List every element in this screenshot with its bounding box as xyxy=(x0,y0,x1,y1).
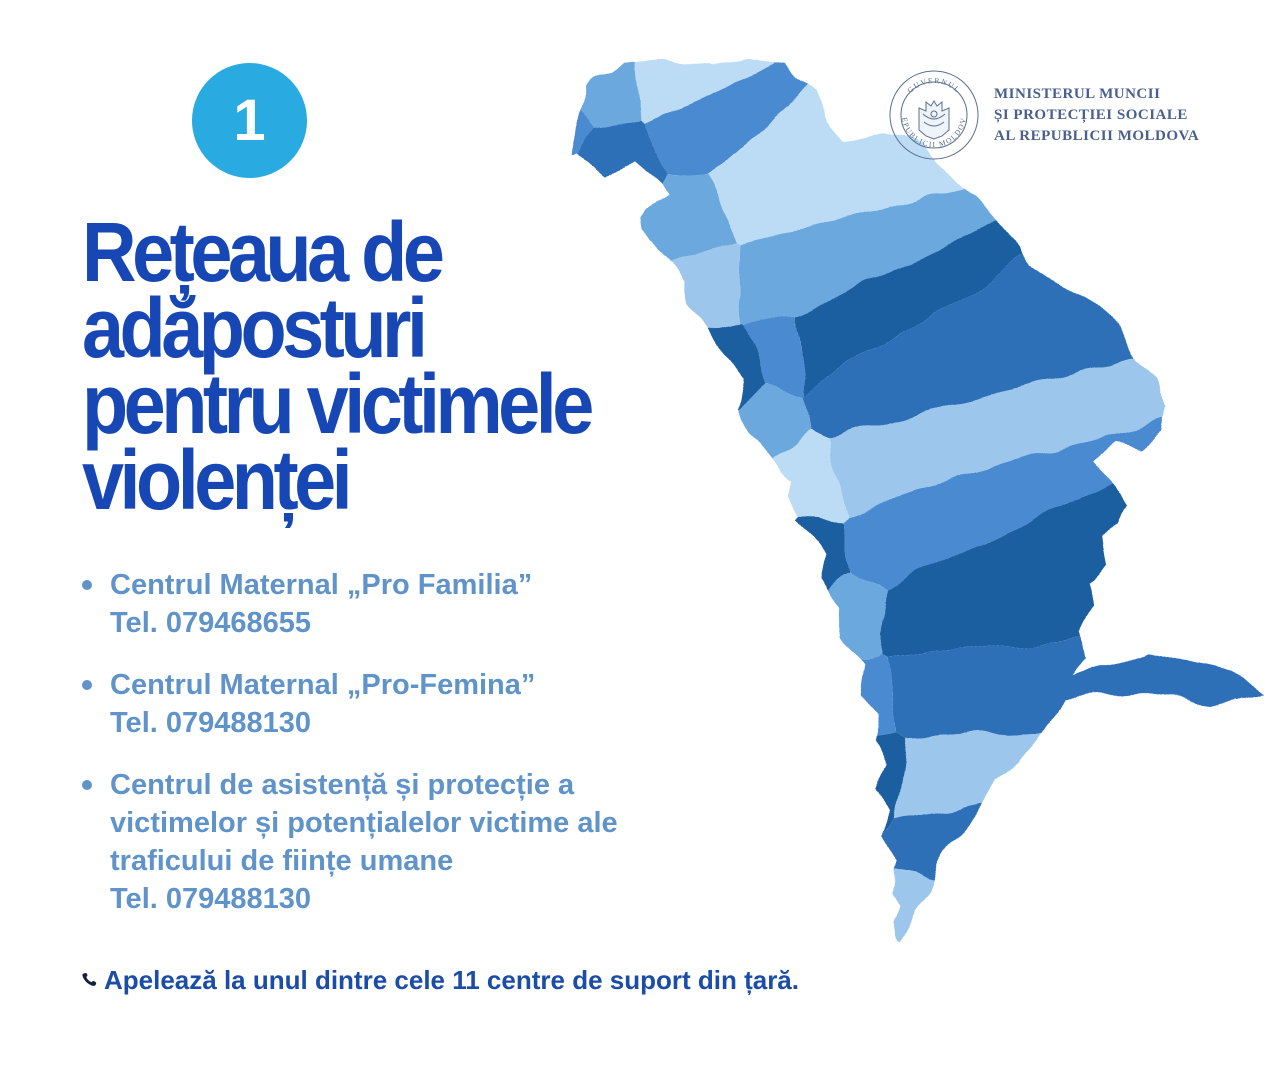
svg-text:GUVERNUL: GUVERNUL xyxy=(906,76,963,95)
